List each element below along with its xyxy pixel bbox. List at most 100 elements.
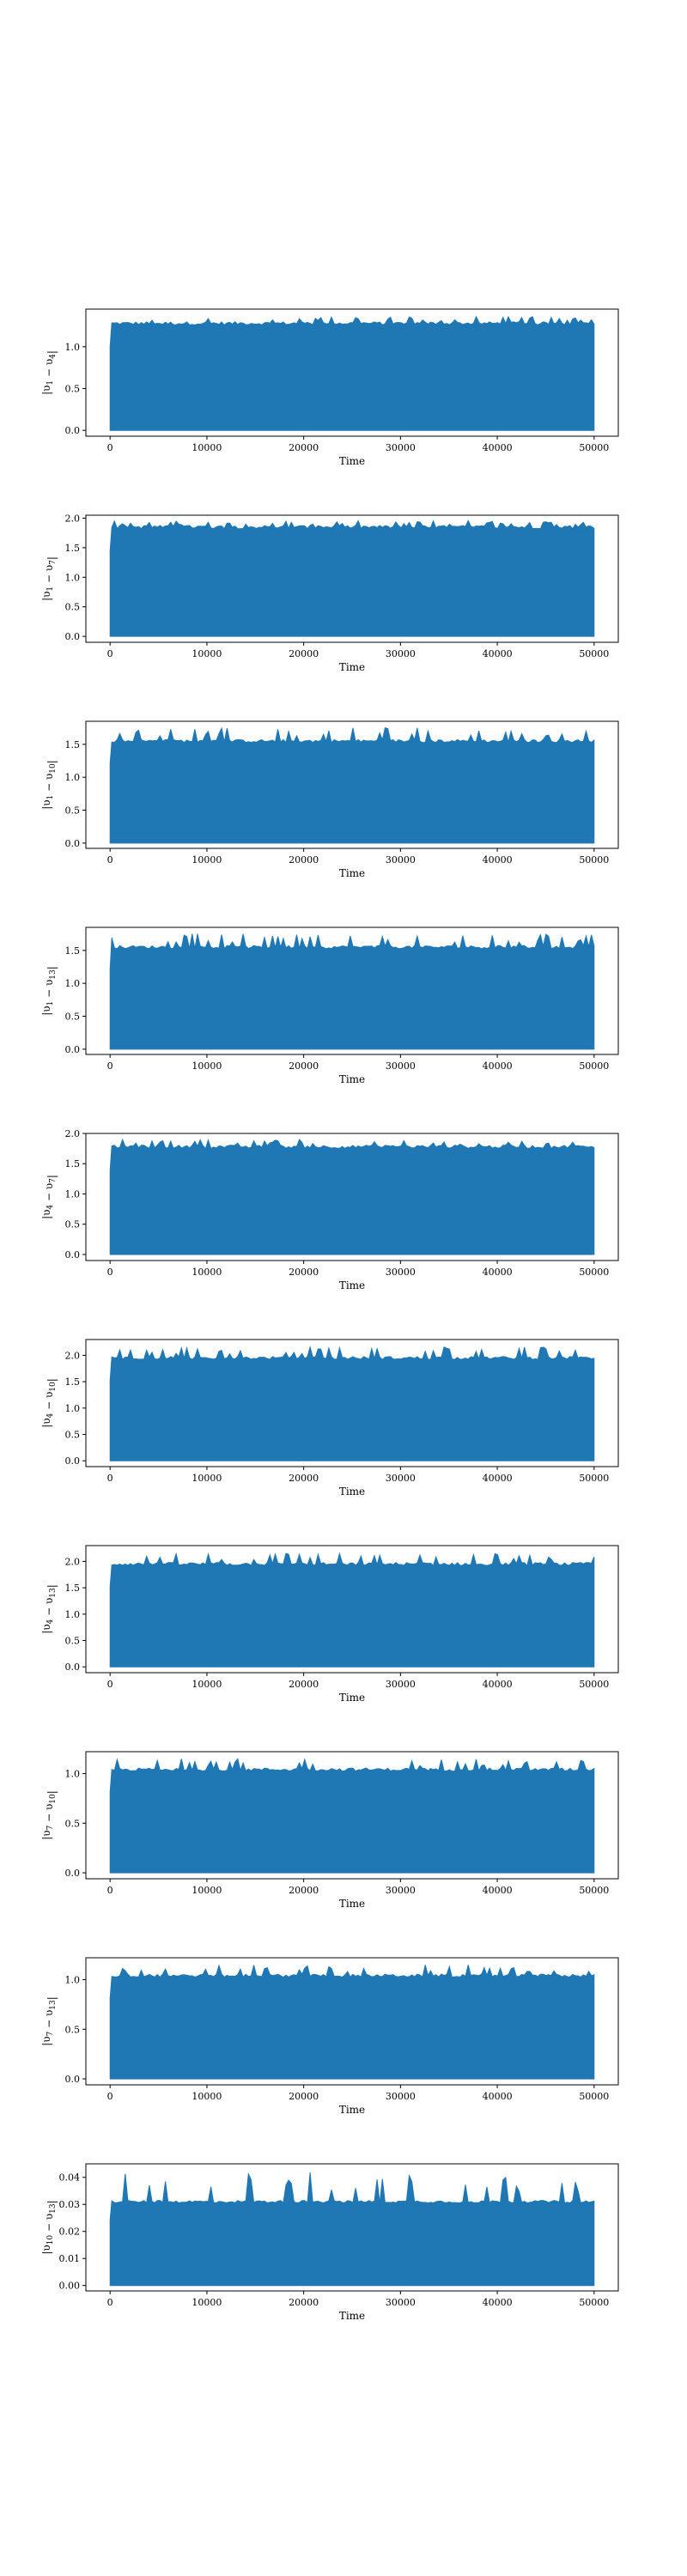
x-tick-label: 10000 bbox=[192, 648, 222, 659]
y-label-part: |υ bbox=[40, 386, 52, 395]
y-axis-label: |υ4 − υ13| bbox=[40, 1584, 58, 1634]
y-label-part: | bbox=[46, 1584, 58, 1588]
y-label-part: |υ bbox=[40, 799, 52, 809]
y-tick-label: 1.0 bbox=[65, 772, 81, 783]
y-label-part: |υ bbox=[40, 1830, 52, 1839]
y-tick-label: 0.0 bbox=[65, 1455, 81, 1467]
y-label-part: − υ bbox=[43, 1183, 55, 1205]
x-tick-label: 30000 bbox=[386, 1885, 416, 1896]
y-axis-label: |υ4 − υ10| bbox=[40, 1378, 58, 1428]
y-tick-label: 2.0 bbox=[65, 1128, 81, 1139]
y-label-part: | bbox=[46, 2200, 58, 2203]
x-tick-label: 0 bbox=[107, 1267, 113, 1278]
plot-frame bbox=[85, 2163, 619, 2292]
y-tick-label: 0.0 bbox=[65, 1868, 81, 1879]
y-label-part: − υ bbox=[43, 2010, 55, 2032]
x-tick-label: 0 bbox=[107, 648, 113, 659]
series-line bbox=[109, 1138, 595, 1255]
y-label-part: | bbox=[46, 1175, 58, 1178]
y-label-subscript: 7 bbox=[46, 2031, 55, 2036]
x-tick-label: 0 bbox=[107, 2297, 113, 2308]
x-tick-label: 40000 bbox=[483, 1885, 513, 1896]
plot-frame bbox=[85, 1133, 619, 1261]
x-tick-label: 40000 bbox=[483, 1060, 513, 1072]
x-tick-label: 30000 bbox=[386, 1679, 416, 1690]
y-tick-label: 0.0 bbox=[65, 2074, 81, 2085]
x-tick-label: 10000 bbox=[192, 1060, 222, 1072]
x-tick-label: 0 bbox=[107, 1885, 113, 1896]
x-tick-label: 40000 bbox=[483, 2091, 513, 2102]
x-tick-label: 10000 bbox=[192, 1885, 222, 1896]
y-label-part: − υ bbox=[43, 774, 55, 795]
x-tick-label: 50000 bbox=[579, 1060, 609, 1072]
x-tick-label: 10000 bbox=[192, 1679, 222, 1690]
x-tick-label: 40000 bbox=[483, 648, 513, 659]
x-tick-label: 10000 bbox=[192, 1473, 222, 1484]
y-tick-label: 0.03 bbox=[59, 2199, 81, 2210]
x-tick-label: 0 bbox=[107, 1679, 113, 1690]
x-tick-label: 0 bbox=[107, 1060, 113, 1072]
y-label-subscript: 10 bbox=[49, 1382, 58, 1392]
y-label-part: |υ bbox=[40, 1418, 52, 1427]
y-tick-label: 1.5 bbox=[65, 1158, 81, 1170]
y-label-part: |υ bbox=[40, 1005, 52, 1015]
y-label-subscript: 1 bbox=[46, 380, 55, 386]
y-tick-label: 2.0 bbox=[65, 1556, 81, 1567]
x-tick-label: 50000 bbox=[579, 1267, 609, 1278]
x-tick-label: 0 bbox=[107, 442, 113, 453]
x-tick-label: 30000 bbox=[386, 2091, 416, 2102]
y-tick-label: 1.0 bbox=[65, 572, 81, 583]
x-tick-label: 50000 bbox=[579, 854, 609, 866]
y-tick-label: 1.5 bbox=[65, 945, 81, 957]
x-tick-label: 30000 bbox=[386, 442, 416, 453]
y-label-subscript: 10 bbox=[49, 763, 58, 774]
x-axis-label: Time bbox=[339, 2104, 365, 2116]
series-line bbox=[109, 519, 595, 637]
plot-frame bbox=[85, 720, 619, 849]
y-tick-label: 0.01 bbox=[59, 2253, 81, 2264]
y-label-subscript: 4 bbox=[49, 354, 58, 359]
x-tick-label: 50000 bbox=[579, 2091, 609, 2102]
series-line bbox=[109, 1346, 595, 1461]
series-line bbox=[109, 2172, 595, 2287]
y-label-subscript: 13 bbox=[49, 969, 58, 980]
subplot-1: 0 10000 20000 30000 40000 50000 Time 0.0 0.5 1.0 |… bbox=[40, 308, 619, 467]
y-label-subscript: 13 bbox=[49, 1588, 58, 1598]
y-label-part: − υ bbox=[43, 1598, 55, 1619]
subplot-6: 0 10000 20000 30000 40000 50000 Time 0.0 0.5 1.0 1… bbox=[40, 1339, 619, 1498]
y-tick-label: 2.0 bbox=[65, 1350, 81, 1361]
y-tick-label: 0.5 bbox=[65, 1818, 81, 1829]
x-tick-label: 0 bbox=[107, 854, 113, 866]
x-tick-label: 50000 bbox=[579, 1885, 609, 1896]
y-tick-label: 1.0 bbox=[65, 978, 81, 989]
x-tick-label: 20000 bbox=[289, 1060, 319, 1072]
plot-frame bbox=[85, 1339, 619, 1467]
y-tick-label: 0.0 bbox=[65, 1249, 81, 1261]
y-label-part: |υ bbox=[40, 1210, 52, 1219]
x-tick-label: 20000 bbox=[289, 1473, 319, 1484]
x-tick-label: 30000 bbox=[386, 648, 416, 659]
y-tick-label: 0.5 bbox=[65, 2024, 81, 2035]
y-label-subscript: 7 bbox=[46, 1825, 55, 1830]
x-tick-label: 30000 bbox=[386, 1473, 416, 1484]
x-tick-label: 30000 bbox=[386, 1267, 416, 1278]
x-tick-label: 50000 bbox=[579, 1473, 609, 1484]
y-label-subscript: 7 bbox=[49, 1178, 58, 1183]
plot-frame bbox=[85, 1957, 619, 2086]
x-tick-label: 50000 bbox=[579, 2297, 609, 2308]
y-tick-label: 1.5 bbox=[65, 1376, 81, 1388]
y-tick-label: 0.00 bbox=[59, 2281, 81, 2292]
y-tick-label: 0.5 bbox=[65, 1219, 81, 1230]
y-label-subscript: 10 bbox=[49, 1794, 58, 1804]
y-label-part: − υ bbox=[43, 1392, 55, 1413]
x-tick-label: 20000 bbox=[289, 2091, 319, 2102]
y-tick-label: 0.5 bbox=[65, 1012, 81, 1023]
y-label-subscript: 4 bbox=[46, 1619, 55, 1624]
y-axis-label: |υ1 − υ10| bbox=[40, 760, 58, 810]
x-tick-label: 20000 bbox=[289, 1679, 319, 1690]
y-tick-label: 0.04 bbox=[59, 2172, 81, 2184]
y-tick-label: 0.0 bbox=[65, 425, 81, 436]
x-tick-label: 40000 bbox=[483, 1267, 513, 1278]
x-axis-label: Time bbox=[339, 1898, 365, 1910]
